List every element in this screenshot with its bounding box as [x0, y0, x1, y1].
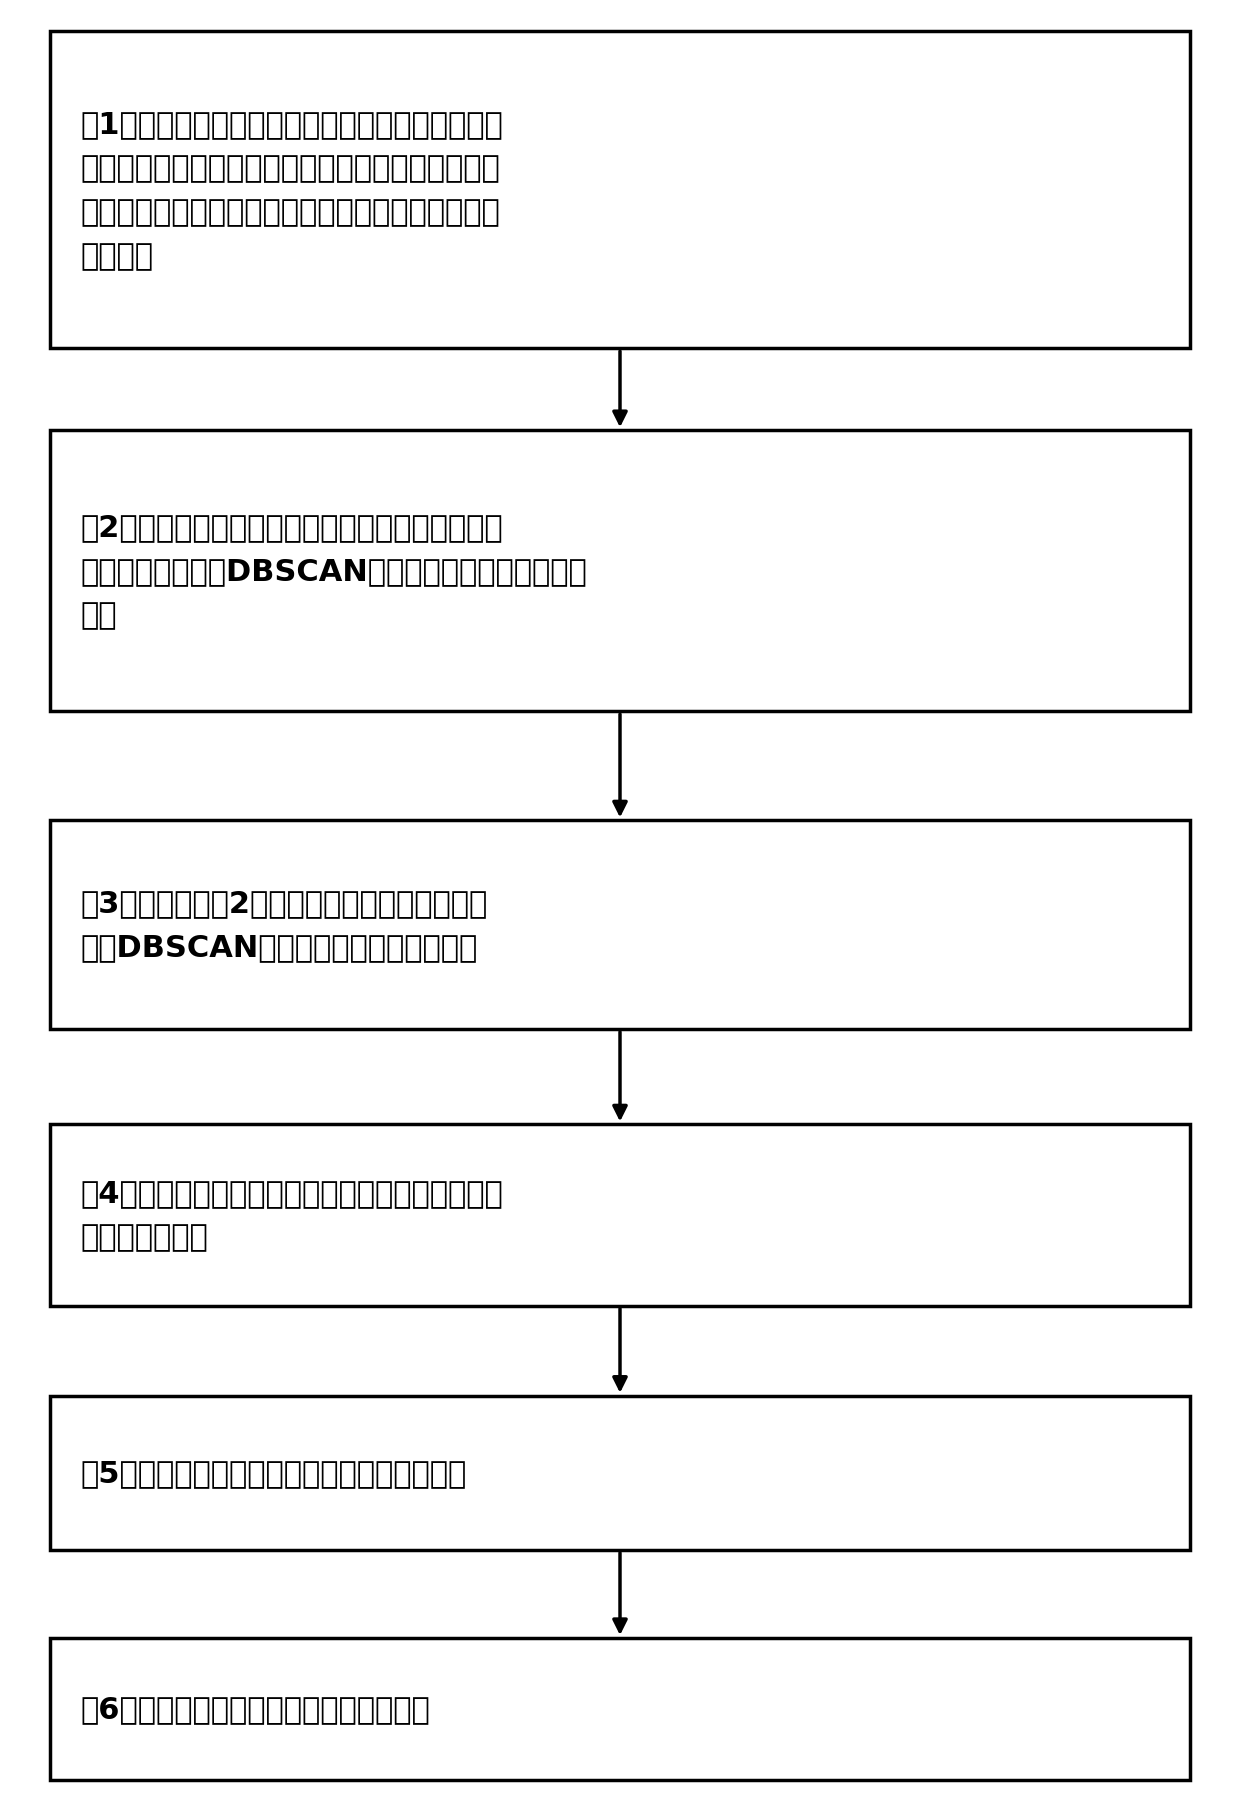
Text: （1）过电网调度部门的光伏电站监控系统采集光伏
电站经纬度信息，并通过各光伏电站向电网上报的监
控数据获得各光伏电站温度测量点的采样值，得到数
据样本；: （1）过电网调度部门的光伏电站监控系统采集光伏 电站经纬度信息，并通过各光伏电站…: [81, 111, 503, 270]
Text: （4）根据网格内样本数，通过高性能计算机计算嵌
套网格分辨率；: （4）根据网格内样本数，通过高性能计算机计算嵌 套网格分辨率；: [81, 1179, 503, 1252]
FancyBboxPatch shape: [50, 1125, 1190, 1306]
FancyBboxPatch shape: [50, 820, 1190, 1030]
FancyBboxPatch shape: [50, 33, 1190, 350]
Text: （6）使用最优插值法计算得出分析场值。: （6）使用最优插值法计算得出分析场值。: [81, 1694, 430, 1723]
Text: （3）根据步骤（2）中的聚类结果，对得到的每
一个DBSCAN聚类集设定嵌套网格边界；: （3）根据步骤（2）中的聚类结果，对得到的每 一个DBSCAN聚类集设定嵌套网格…: [81, 889, 487, 961]
FancyBboxPatch shape: [50, 430, 1190, 711]
Text: （5）求取用于最优插值计算的统计权值矩阵；: （5）求取用于最优插值计算的统计权值矩阵；: [81, 1458, 466, 1487]
FancyBboxPatch shape: [50, 1397, 1190, 1549]
Text: （2）通过高性能计算机将采集到的各光伏电站测量
点经纬度信息进行DBSCAN聚类，实现测量点的自动分
类；: （2）通过高性能计算机将采集到的各光伏电站测量 点经纬度信息进行DBSCAN聚类…: [81, 513, 588, 629]
FancyBboxPatch shape: [50, 1638, 1190, 1780]
